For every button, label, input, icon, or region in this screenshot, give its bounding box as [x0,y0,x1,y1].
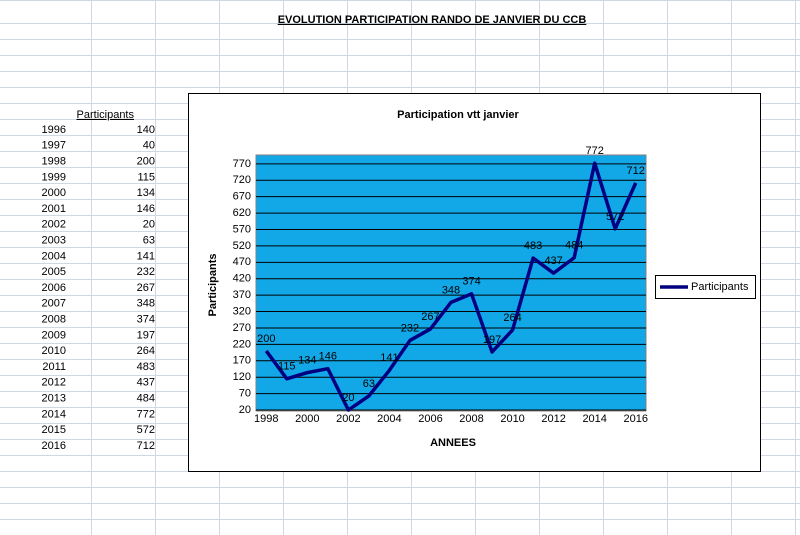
table-header: Participants [77,109,135,121]
data-label: 146 [319,351,337,363]
row-value: 197 [137,329,155,341]
row-value: 63 [143,235,155,247]
x-tick-label: 1998 [254,413,278,425]
y-tick-label: 220 [233,338,251,350]
row-value: 232 [137,266,155,278]
x-tick-label: 2012 [541,413,565,425]
data-label: 348 [442,284,460,296]
data-label: 437 [544,255,562,267]
y-tick-label: 670 [233,191,251,203]
row-year: 1997 [42,140,66,152]
row-value: 264 [137,345,155,357]
row-year: 2012 [42,377,66,389]
row-value: 200 [137,156,155,168]
row-value: 134 [137,187,155,199]
legend-box [655,275,756,299]
row-value: 146 [137,203,155,215]
row-value: 712 [137,440,155,452]
row-year: 2015 [42,424,66,436]
data-label: 264 [503,312,521,324]
row-value: 772 [137,408,155,420]
row-year: 1996 [42,124,66,136]
data-label: 141 [380,352,398,364]
row-year: 2006 [42,282,66,294]
chart-title: Participation vtt janvier [397,109,519,121]
row-year: 2000 [42,187,66,199]
x-tick-label: 2004 [377,413,401,425]
data-label: 200 [257,333,275,345]
row-year: 2003 [42,235,66,247]
row-value: 374 [137,314,155,326]
data-label: 712 [627,165,645,177]
row-year: 2001 [42,203,66,215]
row-value: 141 [137,250,155,262]
data-label: 374 [462,276,480,288]
data-label: 232 [401,322,419,334]
data-label: 484 [565,240,583,252]
data-label: 197 [483,334,501,346]
row-year: 2005 [42,266,66,278]
row-year: 2007 [42,298,66,310]
data-label: 483 [524,240,542,252]
x-tick-label: 2008 [459,413,483,425]
y-tick-label: 270 [233,322,251,334]
row-value: 484 [137,393,155,405]
row-year: 1999 [42,171,66,183]
row-year: 2009 [42,329,66,341]
row-value: 348 [137,298,155,310]
data-line [264,161,638,412]
x-tick-label: 2016 [623,413,647,425]
y-tick-label: 770 [233,158,251,170]
row-value: 267 [137,282,155,294]
y-tick-label: 420 [233,273,251,285]
data-label: 63 [363,378,375,390]
legend-label: Participants [691,281,749,293]
y-tick-label: 470 [233,256,251,268]
row-value: 115 [137,171,155,183]
data-label: 267 [421,311,439,323]
y-tick-label: 320 [233,305,251,317]
x-tick-label: 2010 [500,413,524,425]
y-tick-label: 720 [233,174,251,186]
row-value: 437 [137,377,155,389]
row-year: 2004 [42,250,66,262]
row-year: 2008 [42,314,66,326]
x-tick-label: 2000 [295,413,319,425]
y-tick-label: 570 [233,223,251,235]
row-value: 40 [143,140,155,152]
y-tick-label: 20 [239,404,251,416]
data-label: 772 [586,145,604,157]
data-label: 572 [606,211,624,223]
x-tick-label: 2014 [582,413,606,425]
x-tick-label: 2006 [418,413,442,425]
row-value: 140 [137,124,155,136]
y-tick-label: 370 [233,289,251,301]
row-year: 2016 [42,440,66,452]
row-year: 1998 [42,156,66,168]
data-label: 115 [278,361,296,373]
row-value: 20 [143,219,155,231]
row-value: 483 [137,361,155,373]
y-tick-label: 620 [233,207,251,219]
row-value: 572 [137,424,155,436]
x-axis-label: ANNEES [430,437,476,449]
data-label: 20 [342,392,354,404]
x-tick-label: 2002 [336,413,360,425]
row-year: 2002 [42,219,66,231]
row-year: 2010 [42,345,66,357]
y-axis-label: Participants [207,254,219,317]
row-year: 2013 [42,393,66,405]
data-label: 134 [298,355,316,367]
row-year: 2014 [42,408,66,420]
y-tick-label: 170 [233,355,251,367]
row-year: 2011 [42,361,66,373]
sheet-title: EVOLUTION PARTICIPATION RANDO DE JANVIER… [278,14,587,26]
y-tick-label: 120 [233,371,251,383]
y-tick-label: 70 [239,388,251,400]
y-tick-label: 520 [233,240,251,252]
